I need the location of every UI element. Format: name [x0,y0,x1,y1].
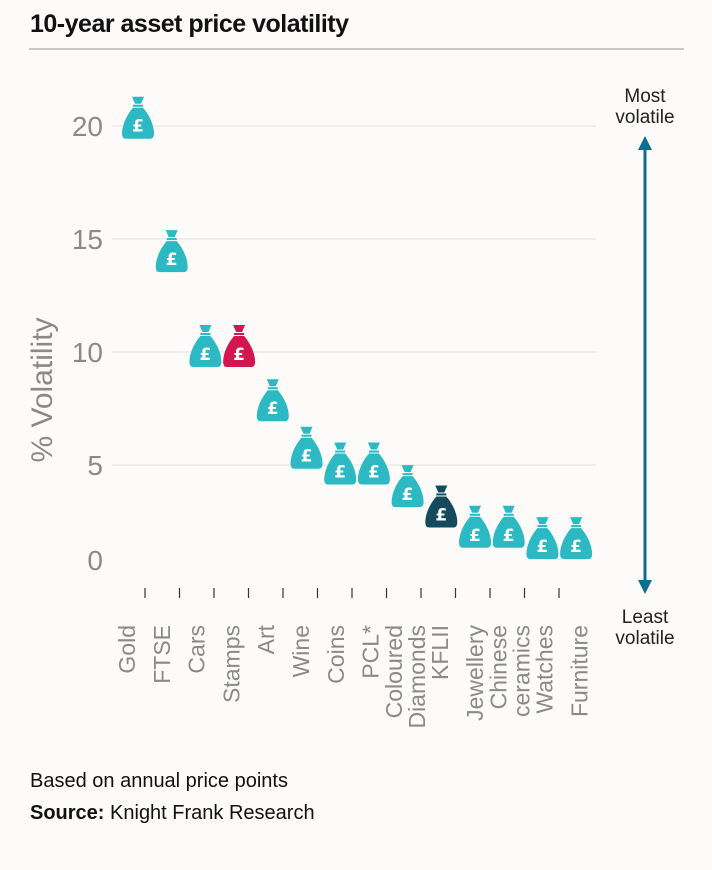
x-tick-label: FTSE [149,625,175,684]
most-volatile-label: volatile [615,107,674,128]
money-bag-pound-icon: £ [256,379,289,422]
least-volatile-label: Least [622,607,669,628]
money-bag-pound-icon: £ [425,485,458,528]
money-bag-pound-icon: £ [290,426,323,469]
money-bag-pound-icon: £ [122,96,154,139]
x-tick-label: ceramics [508,625,534,717]
arrow-down-icon [638,580,652,594]
svg-text:£: £ [199,345,211,365]
money-bag-pound-icon: £ [357,442,390,485]
x-tick-label: PCL* [358,625,384,679]
chart-title: 10-year asset price volatility [30,10,349,38]
money-bag-pound-icon: £ [155,230,188,273]
svg-text:£: £ [435,505,447,525]
source-label: Source: [30,802,105,824]
x-tick-label: Furniture [566,625,592,717]
svg-text:£: £ [334,463,346,483]
svg-text:£: £ [402,485,414,505]
svg-text:£: £ [233,345,245,365]
svg-text:£: £ [503,526,515,546]
svg-text:£: £ [301,447,313,467]
x-tick-label: Stamps [218,625,244,703]
money-bag-pound-icon: £ [223,325,256,367]
y-tick-label: 15 [72,224,103,255]
most-volatile-label: Most [624,86,666,107]
money-bag-pound-icon: £ [526,517,559,560]
svg-text:£: £ [570,537,582,557]
money-bag-pound-icon: £ [492,505,525,548]
x-tick-label: Chinese [485,625,511,709]
money-bag-pound-icon: £ [391,465,424,508]
money-bag-pound-icon: £ [459,505,491,548]
title-divider [29,48,684,50]
source-text: Knight Frank Research [110,802,315,824]
least-volatile-label: volatile [615,628,674,649]
x-tick-label: Watches [532,625,558,714]
x-tick-label: Art [253,624,279,654]
footer-source: Source: Knight Frank Research [30,802,315,825]
arrow-up-icon [638,136,652,150]
svg-text:£: £ [536,537,548,557]
x-tick-label: Diamonds [404,625,430,729]
money-bag-pound-icon: £ [560,517,593,560]
x-tick-label: Gold [114,625,140,674]
x-tick-label: Coins [323,625,349,684]
x-tick-label: Jewellery [462,625,488,721]
y-tick-label: 20 [72,111,103,142]
y-tick-label: 5 [87,450,103,481]
money-bag-pound-icon: £ [189,325,222,367]
y-tick-label: 10 [72,337,103,368]
x-tick-label: Cars [184,625,210,674]
money-bag-pound-icon: £ [324,442,357,485]
x-tick-label: Wine [288,625,314,677]
svg-text:£: £ [368,463,380,483]
svg-text:£: £ [469,526,481,546]
svg-text:£: £ [132,117,144,137]
y-tick-label: 0 [87,545,103,576]
footer-note: Based on annual price points [30,770,288,792]
x-tick-label: KFLII [427,625,453,680]
svg-text:£: £ [166,250,178,270]
y-axis-label: % Volatility [26,317,59,462]
x-tick-label: Coloured [381,625,407,718]
svg-text:£: £ [267,399,279,419]
